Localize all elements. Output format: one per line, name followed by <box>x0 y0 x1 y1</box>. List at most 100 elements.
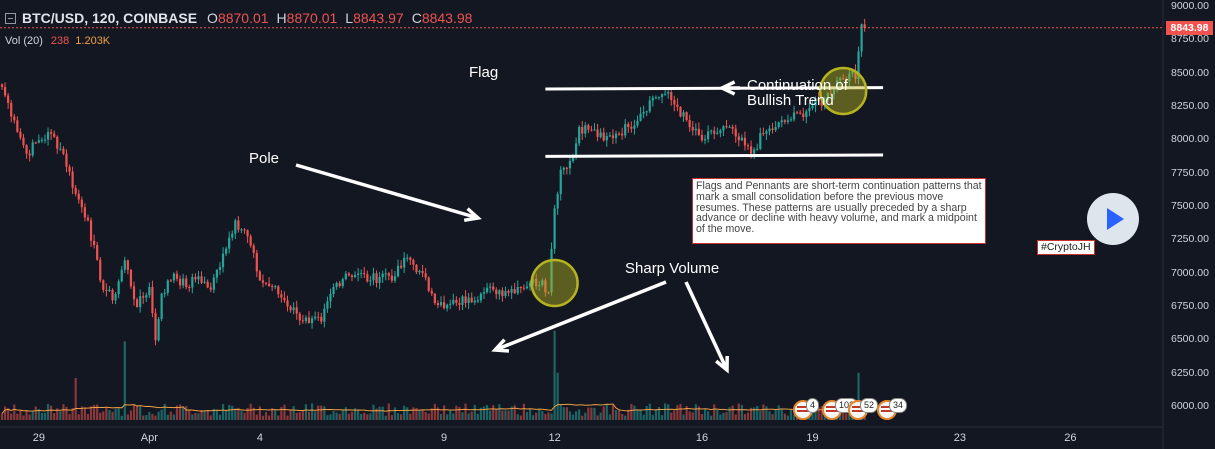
candle-body <box>835 80 839 89</box>
candle-body <box>237 220 240 230</box>
candle-body <box>255 252 258 272</box>
candle-body <box>565 167 568 169</box>
volume-bar <box>387 403 390 420</box>
volume-bar <box>513 405 516 420</box>
volume-bar <box>166 414 169 420</box>
time-tick-label: 29 <box>32 432 45 444</box>
volume-bar <box>789 409 793 420</box>
candle-body <box>215 269 218 278</box>
breakout-circle <box>818 66 868 116</box>
bullish-trend-label[interactable]: Bullish Trend <box>747 92 834 109</box>
play-icon[interactable] <box>1087 193 1139 245</box>
volume-bar <box>780 408 783 420</box>
volume-bar <box>142 415 145 420</box>
volume-bar <box>633 405 636 420</box>
pole-arrow <box>295 163 479 220</box>
volume-bar <box>117 407 120 420</box>
candle-body <box>596 129 599 137</box>
candle-body <box>182 278 185 286</box>
candle-body <box>357 273 360 275</box>
volume-bar <box>756 406 759 420</box>
volume-bar <box>455 405 458 420</box>
volume-bar <box>123 341 126 420</box>
volume-bar <box>719 414 722 420</box>
candle-body <box>648 100 651 112</box>
candle-body <box>532 278 535 283</box>
volume-bar <box>154 415 157 420</box>
volume-bar <box>485 405 489 420</box>
collapse-icon[interactable] <box>5 13 16 24</box>
candle-body <box>759 132 762 149</box>
price-tick-label: 6000.00 <box>1171 400 1209 412</box>
pole-arrow-head <box>463 207 482 223</box>
candle-body <box>611 135 615 139</box>
candle-body <box>418 271 421 273</box>
candle-body <box>501 290 504 297</box>
candle-body <box>338 283 341 287</box>
sharp-volume-label[interactable]: Sharp Volume <box>625 260 720 277</box>
volume-bar <box>252 407 255 420</box>
candle-body <box>384 273 387 275</box>
candle-body <box>510 289 513 293</box>
candle-body <box>455 299 458 303</box>
volume-bar <box>553 330 556 420</box>
price-tick-label: 8250.00 <box>1171 100 1209 112</box>
volume-bar <box>16 413 19 420</box>
flag-note-textbox[interactable]: Flags and Pennants are short-term contin… <box>692 178 986 244</box>
volume-bar <box>814 409 817 420</box>
symbol-label[interactable]: BTC/USD, 120, COINBASE <box>22 10 198 26</box>
volume-bar <box>191 414 194 420</box>
candle-body <box>145 295 148 298</box>
volume-bar <box>581 415 584 420</box>
candle-body <box>688 120 691 127</box>
candle-body <box>135 299 139 307</box>
continuation-label[interactable]: Continuation of <box>747 77 848 94</box>
volume-legend[interactable]: Vol (20) 238 1.203K <box>5 35 110 47</box>
price-tick-label: 6250.00 <box>1171 366 1209 379</box>
volume-bar <box>323 406 326 420</box>
candle-body <box>476 300 479 302</box>
volume-bar <box>353 408 357 420</box>
candle-body <box>707 131 710 140</box>
volume-bar <box>314 411 317 420</box>
volume-bar <box>670 412 673 420</box>
volume-bar <box>538 408 541 420</box>
volume-bar <box>547 412 550 420</box>
candle-body <box>369 280 372 282</box>
volume-bar <box>31 410 34 420</box>
volume-bar <box>691 412 694 420</box>
event-count-badge: 34 <box>889 398 908 413</box>
volume-bar <box>673 410 676 420</box>
volume-bar <box>525 411 529 420</box>
volume-bar <box>396 413 400 420</box>
candle-body <box>40 139 44 141</box>
candle-body <box>541 280 544 286</box>
volume-bar <box>783 413 786 420</box>
flag-label[interactable]: Flag <box>469 64 499 81</box>
candle-body <box>728 126 731 128</box>
volume-bar <box>360 413 363 420</box>
candle-body <box>528 283 532 287</box>
candle-body <box>716 133 719 135</box>
volume-bar <box>667 404 670 420</box>
pole-label[interactable]: Pole <box>249 150 280 167</box>
hashtag-label[interactable]: #CryptoJH <box>1037 240 1095 255</box>
volume-bar <box>762 404 765 420</box>
volume-bar <box>326 415 329 420</box>
volume-bar <box>283 404 286 420</box>
candle-body <box>415 264 418 273</box>
volume-bar <box>688 411 691 420</box>
volume-bar <box>482 406 486 420</box>
volume-bar <box>777 405 780 420</box>
volume-bar <box>467 413 470 420</box>
candle-body <box>403 257 406 268</box>
candle-body <box>817 98 820 102</box>
candle-body <box>700 134 704 141</box>
volume-bar <box>516 414 519 420</box>
candle-body <box>584 125 587 134</box>
close-value: 8843.98 <box>421 10 473 26</box>
high-value: 8870.01 <box>286 10 338 26</box>
candle-body <box>277 286 280 295</box>
volume-bar <box>209 415 212 420</box>
